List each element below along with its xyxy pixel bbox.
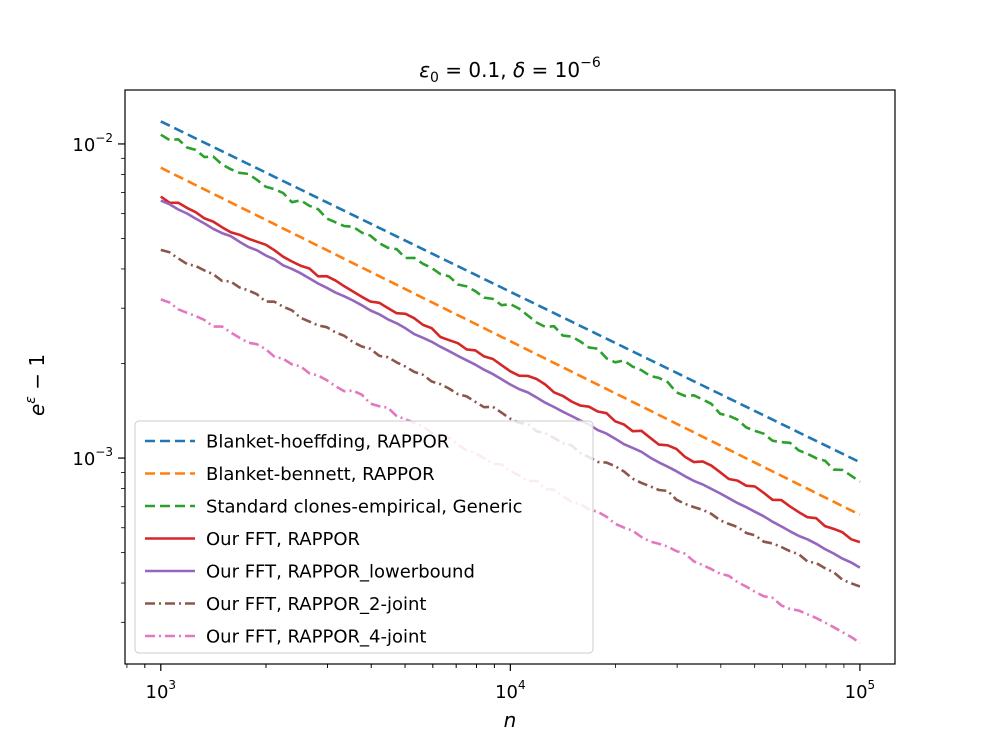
legend-label: Our FFT, RAPPOR_2-joint	[206, 594, 426, 615]
x-tick-label: 103	[146, 678, 177, 703]
legend: Blanket-hoeffding, RAPPOR Blanket-bennett…	[134, 420, 594, 654]
x-tick-label: 104	[495, 678, 526, 703]
legend-box	[134, 420, 594, 654]
plot-frame	[124, 89, 896, 665]
y-axis-label: eε − 1	[23, 354, 49, 416]
x-tick-label: 105	[845, 678, 876, 703]
y-tick-label: 10−2	[72, 131, 113, 156]
legend-label: Blanket-bennett, RAPPOR	[206, 464, 435, 485]
series-line-7	[160, 298, 861, 644]
legend-label: Blanket-hoeffding, RAPPOR	[206, 432, 449, 453]
legend-label: Our FFT, RAPPOR_4-joint	[206, 627, 426, 648]
tick-layer: 103 104 105 10−3 10−2	[72, 131, 875, 703]
x-axis-label: n	[504, 708, 517, 732]
series-line-5	[160, 199, 861, 569]
series-line-6	[160, 248, 861, 588]
series-line-2	[160, 166, 861, 516]
series-line-3	[160, 133, 861, 483]
legend-label: Standard clones-empirical, Generic	[206, 497, 523, 518]
legend-label: Our FFT, RAPPOR_lowerbound	[206, 562, 475, 583]
y-tick-label: 10−3	[72, 445, 113, 470]
series-layer	[160, 120, 861, 644]
series-line-1	[160, 120, 861, 464]
series-line-4	[160, 195, 861, 544]
chart-title: ε0 = 0.1, δ = 10−6	[419, 55, 601, 86]
legend-label: Our FFT, RAPPOR	[206, 529, 360, 550]
